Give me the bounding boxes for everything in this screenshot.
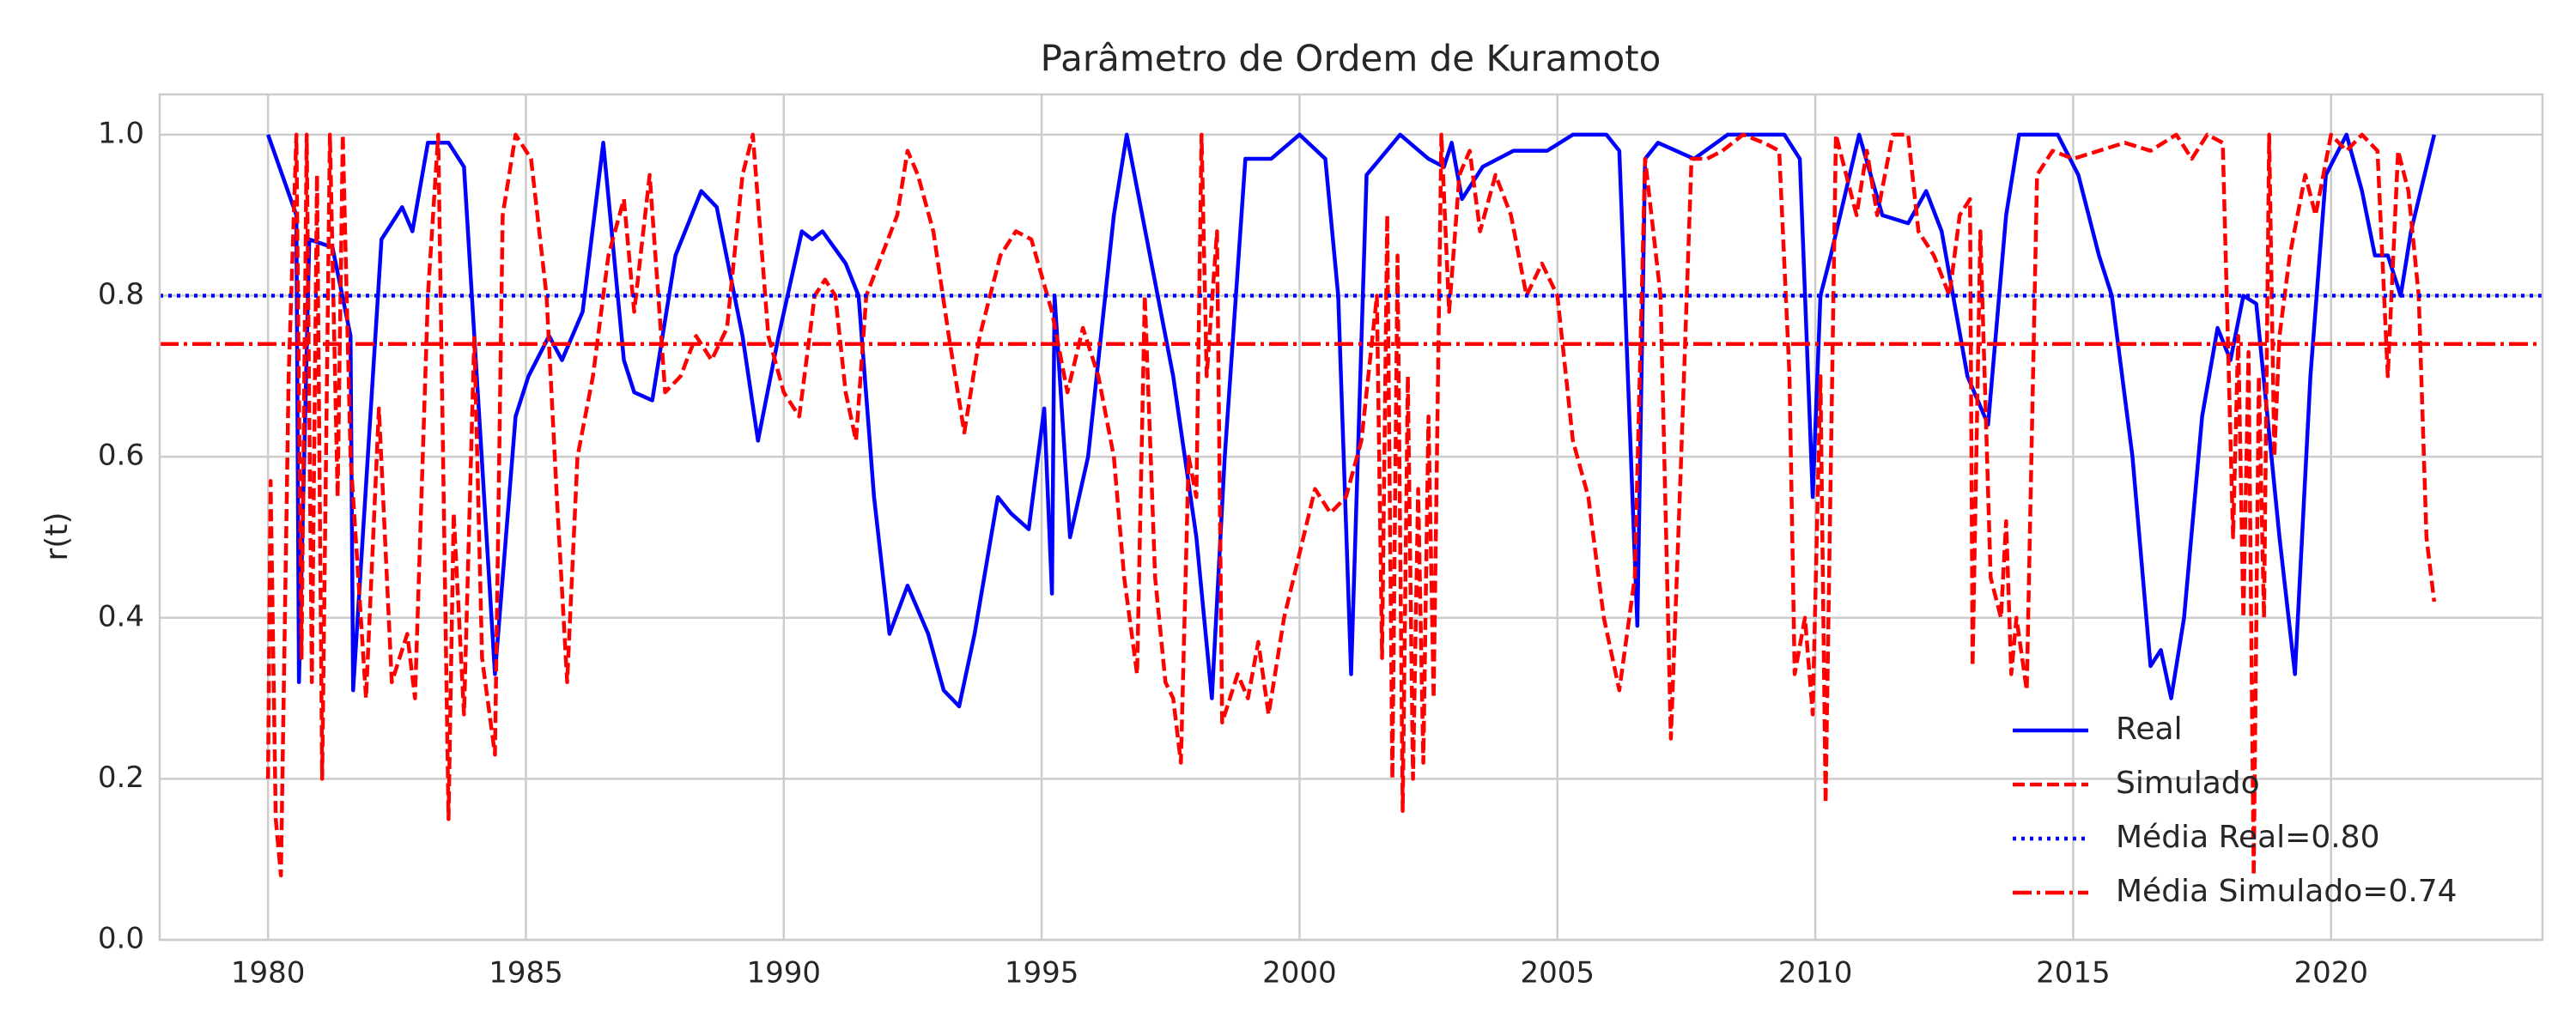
y-tick-label: 0.4 (98, 599, 144, 633)
x-tick-label: 2015 (2036, 956, 2111, 991)
legend-label: Simulado (2116, 766, 2260, 801)
ticks: 1980 1985 1990 1995 2000 2005 2010 2015 2020 0.0 0… (98, 116, 2368, 990)
chart-title: Parâmetro de Ordem de Kuramoto (1041, 38, 1662, 80)
series-line (266, 132, 2437, 709)
plot-area (160, 132, 2543, 878)
y-axis-label: r(t) (39, 512, 75, 560)
x-tick-label: 1990 (747, 956, 822, 991)
legend-label: Média Real=0.80 (2116, 820, 2380, 855)
x-tick-label: 2020 (2293, 956, 2368, 991)
x-tick-label: 1980 (231, 956, 306, 991)
y-tick-label: 0.6 (98, 439, 144, 473)
legend-label: Real (2116, 712, 2183, 747)
axes-frame (158, 93, 2544, 942)
y-tick-label: 0.0 (98, 922, 144, 956)
x-tick-label: 1995 (1005, 956, 1079, 991)
series-line (265, 132, 2437, 878)
y-tick-label: 0.2 (98, 760, 144, 795)
x-tick-label: 2010 (1778, 956, 1853, 991)
legend-label: Média Simulado=0.74 (2116, 874, 2458, 909)
x-tick-label: 2005 (1520, 956, 1595, 991)
legend: Real Simulado Média Real=0.80 Média Simulad… (2013, 712, 2458, 909)
x-tick-label: 1985 (489, 956, 563, 991)
y-tick-label: 1.0 (98, 116, 144, 150)
y-tick-label: 0.8 (98, 277, 144, 312)
x-tick-label: 2000 (1262, 956, 1337, 991)
